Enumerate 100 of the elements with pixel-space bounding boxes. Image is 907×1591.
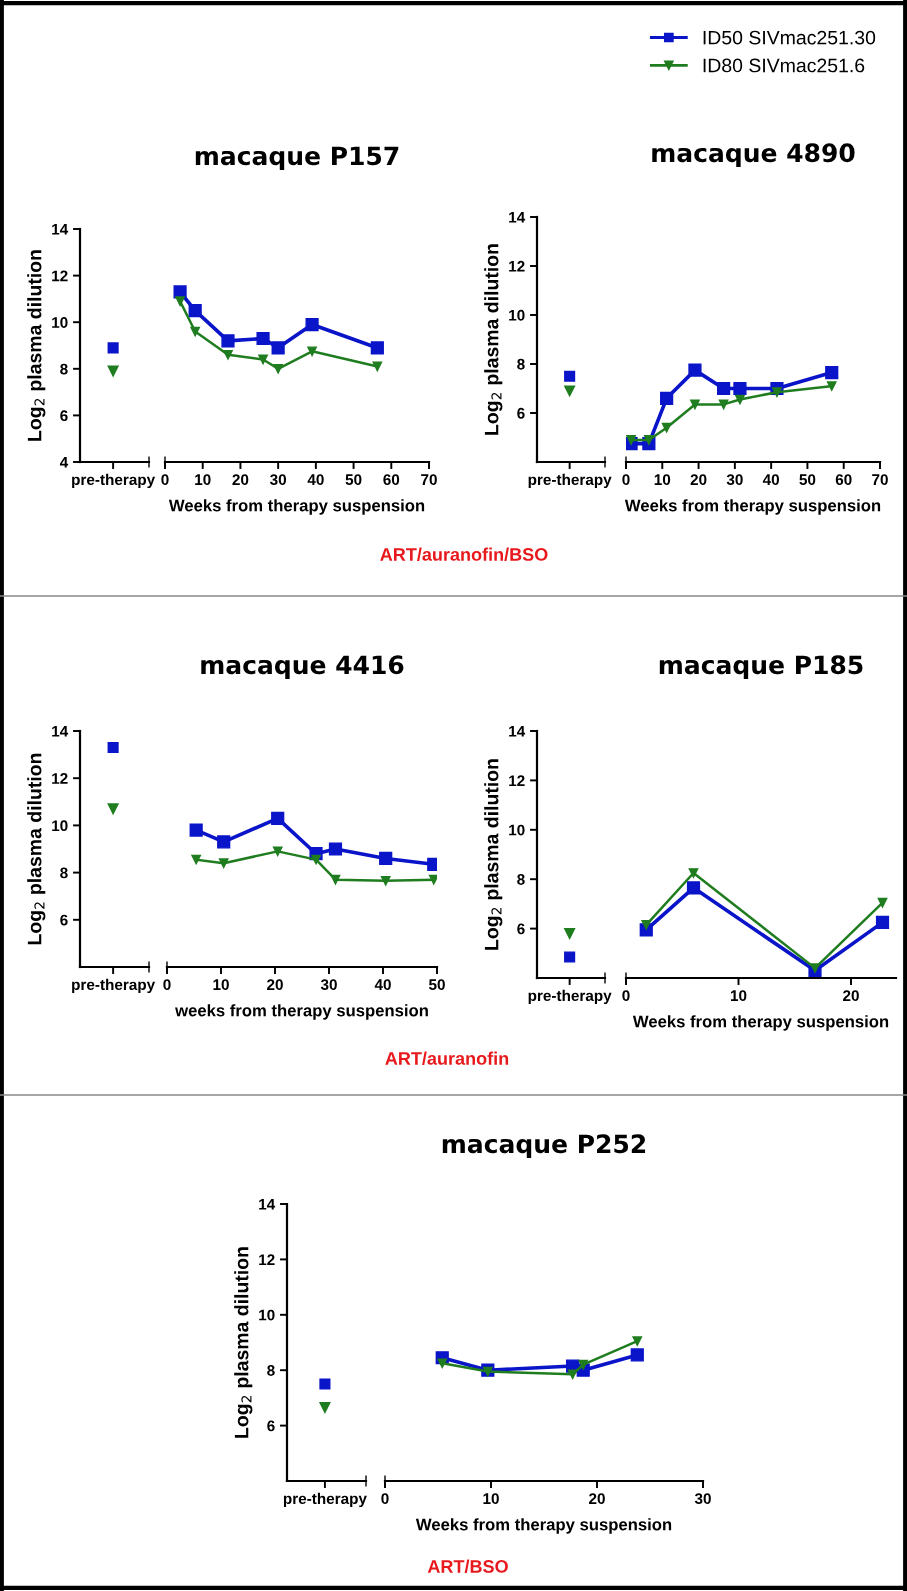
x-tick-label: 0: [163, 979, 171, 991]
x-axis-title: weeks from therapy suspension: [175, 1004, 428, 1020]
point: [258, 354, 268, 365]
y-tick-label: 8: [517, 874, 525, 885]
point: [380, 875, 391, 886]
x-tick-label: pre-therapy: [283, 1492, 367, 1508]
point: [686, 881, 701, 895]
point: [305, 317, 319, 332]
point: [643, 435, 654, 445]
y-axis-title: Log$_{2}$ plasma dilution: [27, 250, 46, 441]
point: [173, 285, 187, 299]
point: [272, 846, 283, 857]
y-tick-label: 10: [52, 317, 68, 328]
x-tick-label: 40: [762, 474, 780, 486]
point: [218, 858, 229, 869]
x-tick-label: 50: [428, 979, 445, 991]
x-tick-label: 20: [589, 1493, 605, 1505]
point: [273, 363, 284, 374]
y-tick-label: 10: [259, 1309, 275, 1321]
point: [370, 341, 384, 355]
chart-title: macaque P185: [659, 655, 863, 680]
y-tick-label: 10: [509, 824, 525, 836]
y-tick-label: 10: [509, 309, 525, 321]
x-tick-label: 0: [381, 1493, 389, 1505]
point: [307, 346, 317, 357]
point: [688, 363, 702, 377]
x-tick-label: 20: [267, 979, 283, 991]
chart-title: macaque P252: [442, 1134, 646, 1159]
x-tick-label: 60: [835, 474, 852, 486]
y-tick-label: 6: [517, 407, 525, 419]
x-tick-label: 30: [320, 979, 337, 991]
y-tick-label: 6: [60, 410, 68, 422]
x-tick-label: 30: [726, 474, 743, 486]
y-axis-title: Log$_{2}$ plasma dilution: [234, 1247, 253, 1438]
point: [271, 341, 285, 355]
y-tick-label: 12: [509, 775, 525, 786]
point: [191, 854, 202, 865]
x-tick-label: 10: [654, 474, 671, 486]
point: [626, 435, 636, 445]
x-tick-label: pre-therapy: [72, 978, 156, 994]
y-axis-title: Log$_{2}$ plasma dilution: [484, 244, 503, 435]
y-tick-label: 8: [517, 358, 525, 370]
y-tick-label: 12: [52, 773, 68, 784]
y-tick-label: 6: [267, 1420, 275, 1432]
text: ART/auranofin: [385, 1051, 509, 1066]
point: [189, 823, 203, 837]
text: ART/auranofin/BSO: [380, 547, 548, 562]
x-tick-label: 10: [730, 990, 747, 1002]
point: [567, 1369, 578, 1380]
point: [877, 897, 888, 908]
x-tick-label: 0: [622, 990, 630, 1002]
x-tick-label: pre-therapy: [528, 989, 612, 1005]
y-tick-label: 8: [60, 363, 68, 375]
x-tick-label: 50: [799, 474, 816, 486]
x-tick-label: 10: [483, 1493, 499, 1505]
point: [825, 365, 839, 380]
point: [428, 874, 437, 885]
point: [190, 326, 201, 337]
x-tick-label: 0: [622, 474, 630, 486]
y-tick-label: 6: [60, 914, 68, 926]
x-tick-label: 40: [374, 979, 391, 991]
point: [311, 854, 321, 865]
point: [810, 963, 820, 973]
x-tick-label: 10: [195, 474, 211, 486]
x-tick-label: 70: [421, 474, 437, 486]
x-axis-title: Weeks from therapy suspension: [168, 499, 425, 515]
y-tick-label: 12: [259, 1254, 275, 1265]
x-tick-label: 30: [694, 1493, 711, 1505]
chart-title: macaque 4416: [201, 655, 404, 680]
point: [379, 851, 393, 866]
y-tick-label: 6: [517, 923, 525, 935]
y-tick-label: 14: [509, 212, 526, 223]
y-tick-label: 14: [259, 1199, 276, 1210]
y-tick-label: 10: [52, 820, 68, 832]
point: [328, 842, 343, 856]
legend-label: ID50 SIVmac251.30: [703, 30, 876, 45]
point: [735, 394, 745, 405]
y-tick-label: 12: [509, 260, 525, 272]
x-tick-label: 40: [307, 474, 324, 486]
point: [372, 361, 383, 372]
x-tick-label: 20: [690, 474, 707, 486]
point: [221, 334, 235, 348]
point: [875, 915, 890, 930]
point: [733, 381, 747, 396]
point: [188, 303, 202, 318]
x-tick-label: 0: [161, 474, 169, 486]
point: [632, 1336, 643, 1346]
x-tick-label: pre-therapy: [72, 473, 156, 489]
y-tick-label: 8: [267, 1365, 275, 1376]
legend-label: ID80 SIVmac251.6: [703, 58, 865, 73]
point: [688, 868, 699, 878]
y-tick-label: 8: [60, 867, 68, 879]
point: [660, 391, 674, 405]
point: [217, 835, 231, 849]
y-tick-label: 14: [52, 726, 69, 737]
point: [223, 349, 233, 360]
y-tick-label: 14: [52, 224, 69, 235]
point: [437, 1358, 448, 1369]
x-tick-label: pre-therapy: [528, 473, 612, 489]
point: [661, 422, 672, 433]
